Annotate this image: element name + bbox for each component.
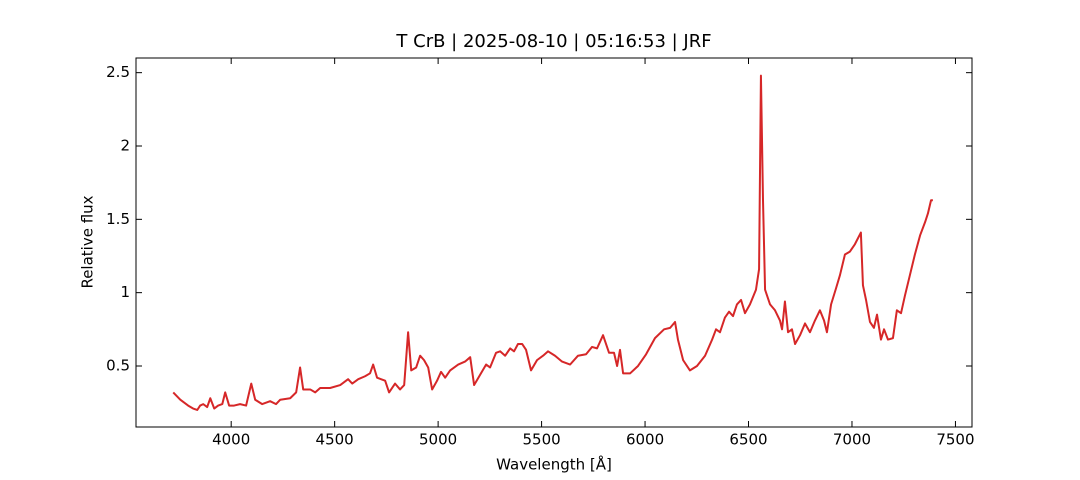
chart-title: T CrB | 2025-08-10 | 05:16:53 | JRF	[395, 31, 711, 52]
x-tick-label: 4500	[316, 431, 354, 449]
x-tick-label: 6000	[626, 431, 664, 449]
y-tick-label: 2.5	[106, 63, 130, 81]
x-tick-label: 5000	[419, 431, 457, 449]
x-tick-label: 7000	[833, 431, 871, 449]
y-tick-label: 2	[120, 136, 130, 154]
x-axis-label: Wavelength [Å]	[496, 455, 612, 474]
plot-frame	[135, 57, 973, 428]
x-tick-label: 4000	[212, 431, 250, 449]
y-tick-label: 1.5	[106, 210, 130, 228]
spectrum-line	[172, 74, 933, 411]
x-tick-label: 7500	[936, 431, 974, 449]
y-tick-label: 0.5	[106, 356, 130, 374]
y-tick-label: 1	[120, 283, 130, 301]
x-tick-label: 6500	[729, 431, 767, 449]
x-tick-label: 5500	[522, 431, 560, 449]
y-axis-label: Relative flux	[79, 195, 97, 288]
